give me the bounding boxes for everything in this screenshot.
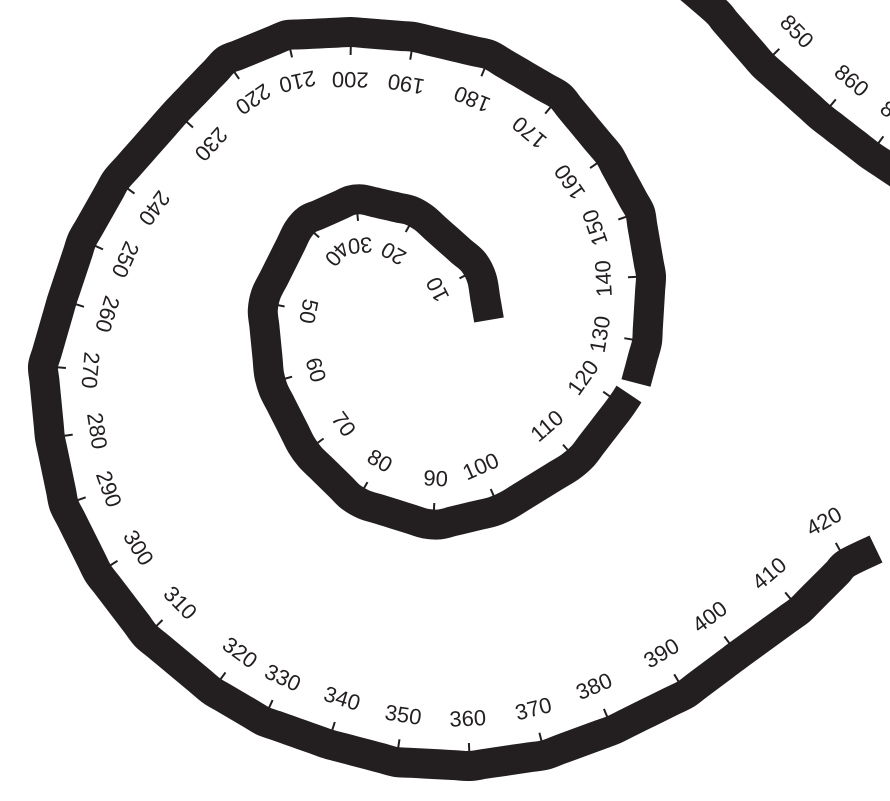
tick-mark-330 (267, 699, 274, 709)
tick-mark-210 (289, 48, 293, 58)
tick-mark-50 (275, 303, 285, 308)
tick-label-130: 130 (585, 314, 616, 354)
tick-mark-70 (315, 437, 325, 445)
spiral-band-segment-4 (680, 0, 890, 187)
tick-label-360: 360 (449, 705, 487, 732)
tick-mark-270 (56, 366, 66, 369)
tick-mark-120 (602, 390, 612, 398)
tick-mark-240 (126, 187, 136, 195)
tick-label-350: 350 (383, 700, 423, 730)
tick-mark-370 (538, 732, 543, 742)
tick-mark-320 (219, 671, 227, 681)
tick-mark-290 (76, 496, 87, 502)
spiral-ticks (56, 0, 885, 753)
tick-label-270: 270 (76, 351, 104, 390)
tick-label-190: 190 (386, 69, 426, 100)
tick-mark-280 (63, 433, 73, 437)
tick-mark-850 (772, 48, 781, 56)
tick-mark-390 (673, 673, 680, 683)
tick-mark-230 (185, 120, 194, 129)
tick-mark-160 (589, 162, 599, 169)
tick-mark-40 (311, 230, 320, 239)
tick-mark-20 (404, 223, 411, 233)
tick-mark-60 (283, 375, 293, 381)
tick-label-280: 280 (82, 411, 112, 451)
spiral-bands (27, 0, 890, 782)
tick-label-50: 50 (294, 297, 323, 326)
spiral-band-segment-1 (247, 184, 642, 540)
tick-mark-150 (617, 215, 628, 221)
tick-mark-340 (331, 721, 336, 731)
tick-mark-420 (834, 542, 842, 552)
tick-label-30: 30 (347, 232, 374, 259)
tick-mark-310 (155, 619, 164, 628)
tick-mark-250 (94, 244, 104, 251)
tick-mark-10 (459, 273, 468, 280)
spiral-band-segment-3 (27, 21, 883, 782)
tick-mark-300 (109, 559, 119, 567)
tick-mark-180 (480, 67, 486, 77)
tick-mark-170 (544, 106, 552, 115)
tick-mark-80 (362, 481, 369, 491)
tick-mark-400 (723, 635, 731, 645)
tick-label-90: 90 (423, 465, 449, 491)
tick-mark-350 (397, 739, 401, 749)
tick-label-200: 200 (332, 67, 369, 93)
tick-mark-220 (233, 70, 240, 80)
tick-label-140: 140 (590, 260, 617, 298)
tick-mark-90 (432, 502, 436, 513)
tick-mark-30 (356, 211, 359, 221)
tick-mark-110 (562, 443, 570, 453)
tick-mark-870 (877, 135, 885, 145)
tick-mark-260 (75, 303, 85, 308)
tick-mark-860 (829, 98, 837, 107)
tick-mark-380 (602, 708, 609, 718)
tick-mark-190 (409, 50, 413, 60)
tick-mark-130 (624, 337, 634, 341)
tick-mark-100 (489, 488, 496, 498)
tick-mark-410 (784, 591, 792, 600)
